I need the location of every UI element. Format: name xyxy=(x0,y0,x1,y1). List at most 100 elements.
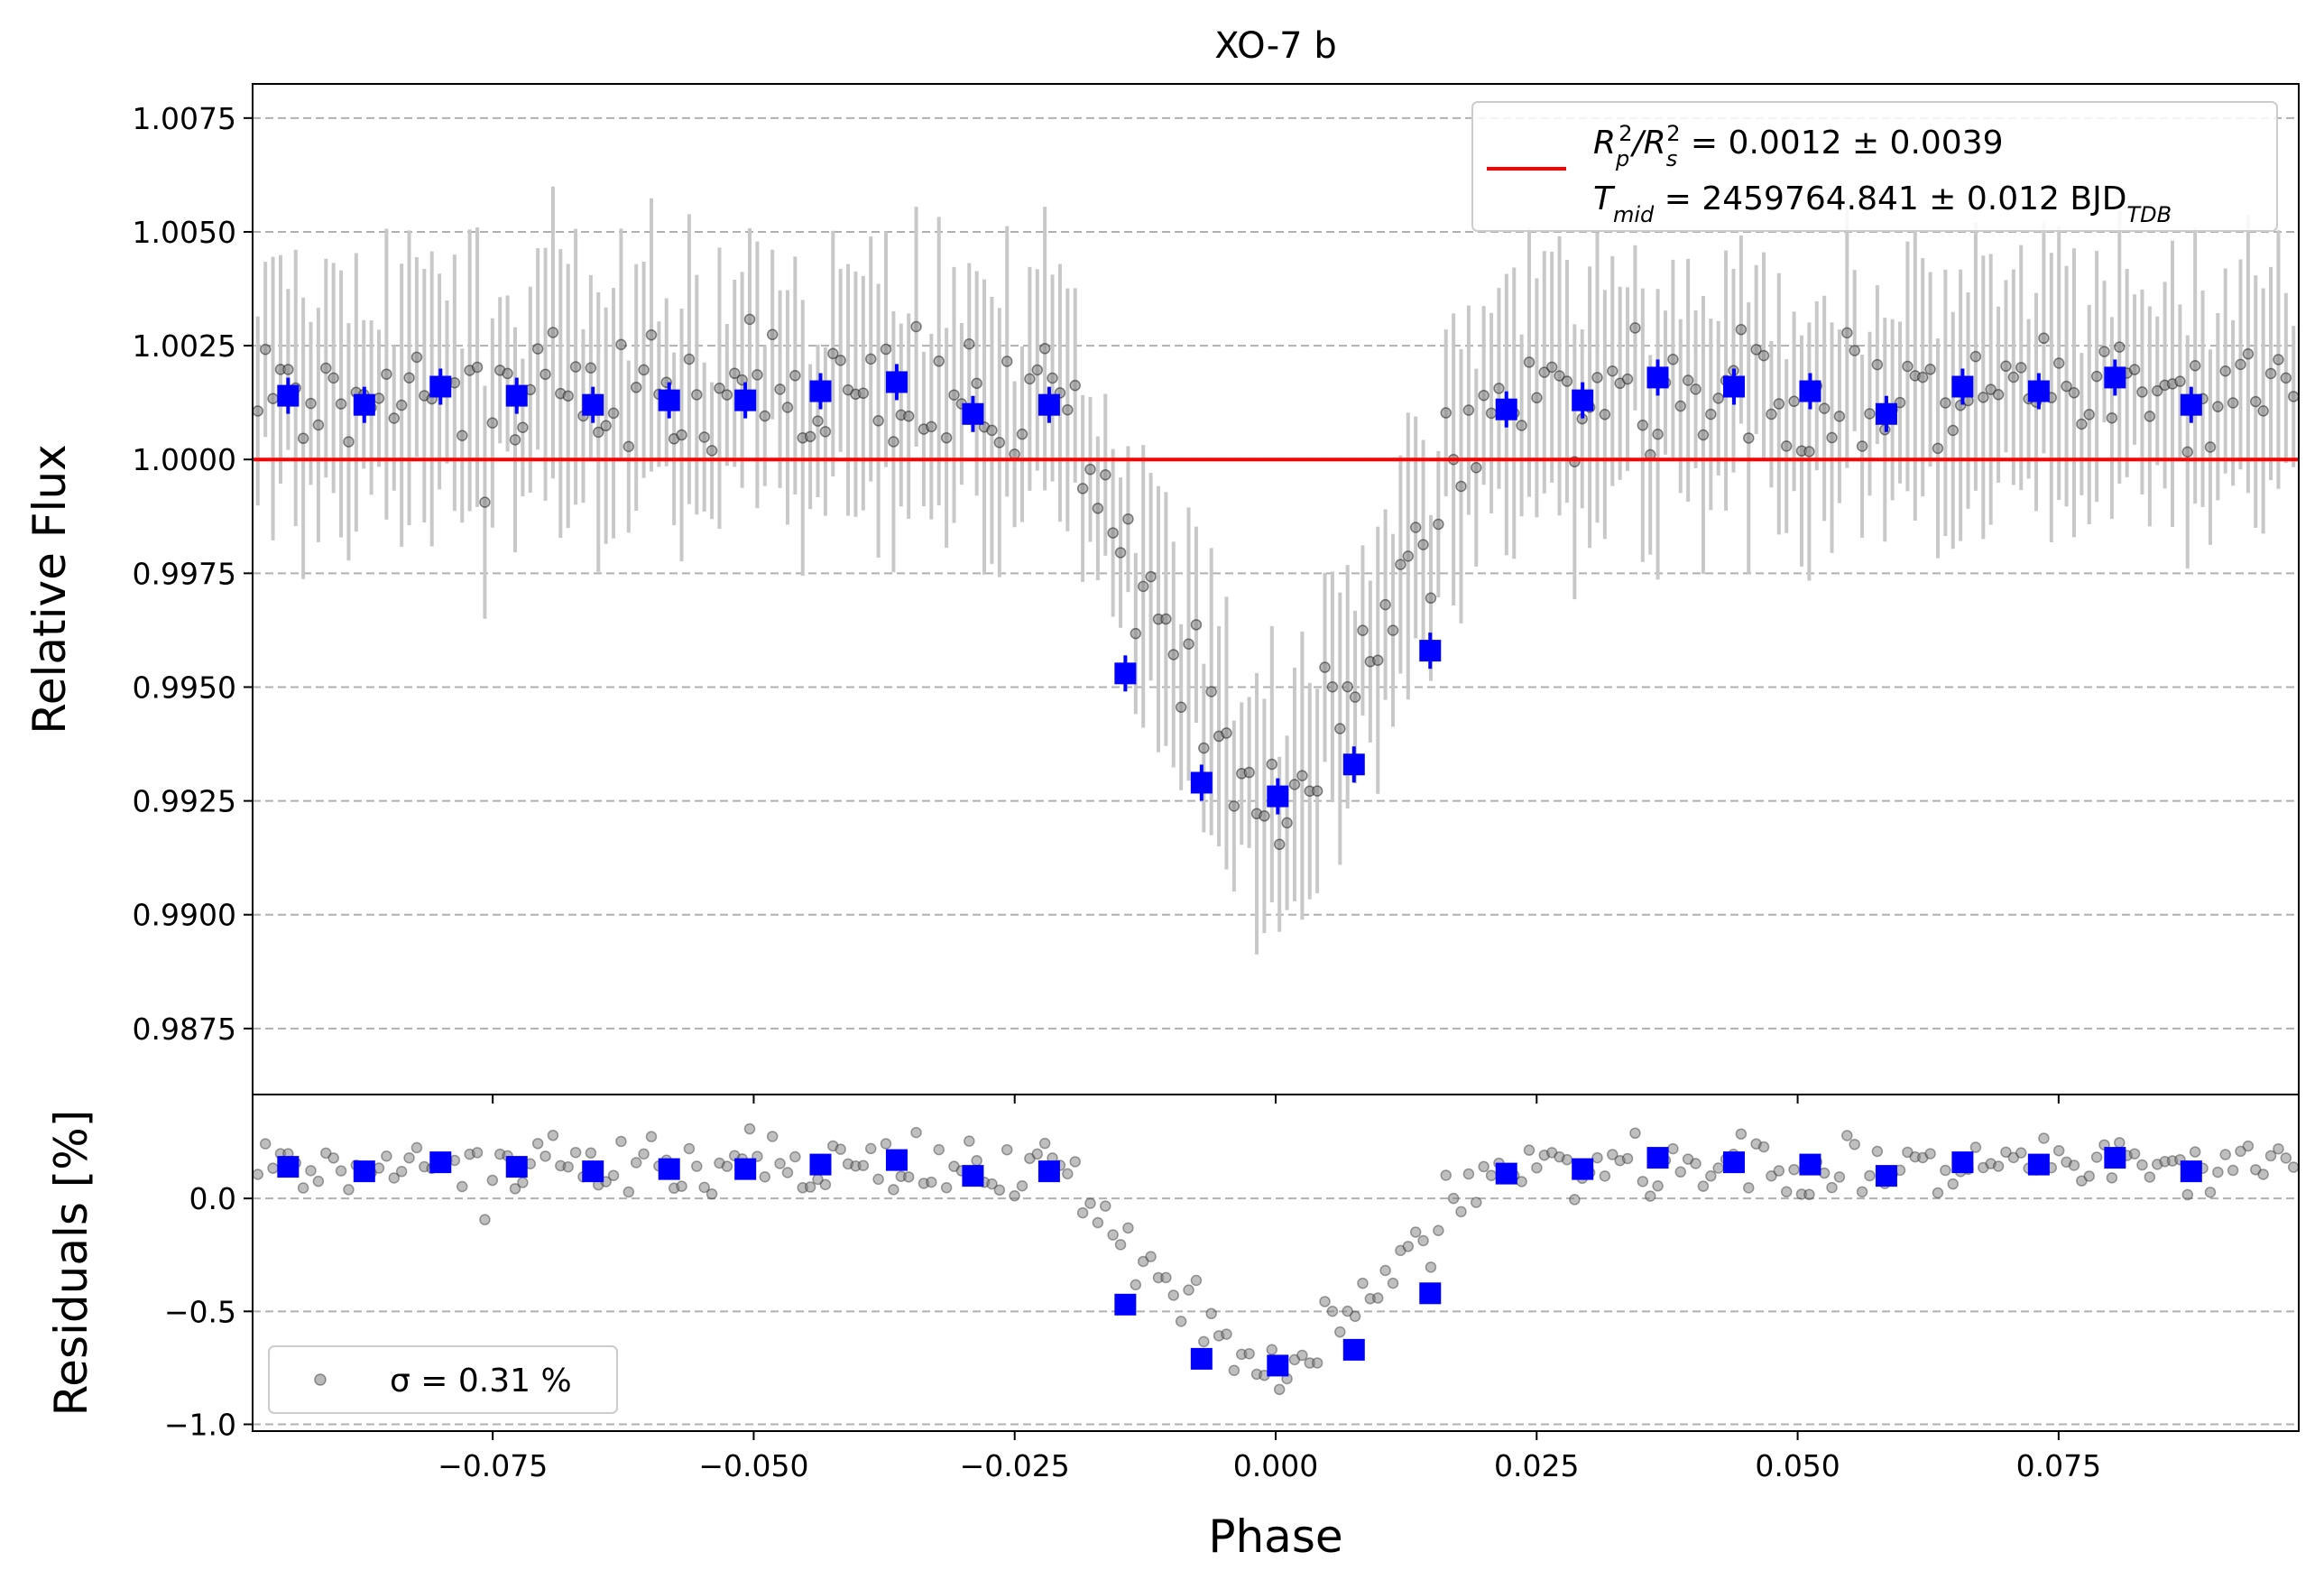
raw-point xyxy=(1826,431,1838,444)
residual-point xyxy=(1766,1170,1777,1182)
raw-point xyxy=(835,355,846,366)
raw-point xyxy=(1100,468,1111,481)
residual-point xyxy=(1637,1176,1649,1187)
residual-binned-point xyxy=(582,1160,604,1183)
residual-point xyxy=(1705,1170,1717,1182)
raw-point xyxy=(1167,649,1180,661)
residual-point xyxy=(2000,1146,2012,1159)
residual-point xyxy=(1016,1179,1028,1192)
raw-point xyxy=(752,369,763,381)
residuals-y-axis-label: Residuals [%] xyxy=(45,1110,97,1417)
residuals-legend-marker xyxy=(314,1373,327,1386)
raw-point xyxy=(1455,480,1467,493)
main-legend-box xyxy=(1471,101,2278,232)
main-y-tick-label: 0.9950 xyxy=(133,670,236,705)
raw-point xyxy=(940,431,953,444)
raw-point xyxy=(1652,428,1664,440)
residual-point xyxy=(312,1175,325,1187)
residual-binned-point xyxy=(1038,1160,1060,1183)
residuals-y-tick-label: −1.0 xyxy=(164,1407,236,1442)
raw-point xyxy=(1690,383,1702,395)
residual-point xyxy=(615,1135,627,1148)
raw-point xyxy=(1682,374,1694,386)
legend-t-sub: mid xyxy=(1613,202,1655,227)
raw-point xyxy=(1371,654,1384,666)
raw-point xyxy=(388,412,401,424)
raw-point xyxy=(964,338,975,350)
raw-point xyxy=(1122,513,1134,525)
raw-point xyxy=(1281,817,1293,829)
raw-point xyxy=(2083,409,2095,420)
residual-point xyxy=(1447,1192,1460,1205)
residual-point xyxy=(1932,1187,1944,1199)
raw-point xyxy=(593,426,604,439)
main-y-tick-label: 0.9925 xyxy=(133,784,236,819)
residual-point xyxy=(1371,1292,1384,1304)
raw-point xyxy=(1175,701,1187,713)
residual-binned-point xyxy=(2180,1160,2202,1183)
raw-point xyxy=(2038,332,2050,345)
raw-point xyxy=(1493,383,1505,394)
raw-point xyxy=(872,415,884,427)
raw-point xyxy=(1705,408,1717,420)
legend-t-value: = 2459764.841 ± 0.012 BJD xyxy=(1654,180,2126,217)
raw-point xyxy=(1992,389,2005,401)
raw-point xyxy=(1780,440,1793,452)
raw-point xyxy=(1387,624,1399,636)
residual-point xyxy=(456,1180,468,1193)
raw-point xyxy=(1712,393,1724,404)
raw-point xyxy=(1864,408,1876,420)
raw-point xyxy=(714,383,725,394)
residual-binned-point xyxy=(505,1156,528,1178)
main-legend: Rp2/Rs2 = 0.0012 ± 0.0039 Tmid = 2459764… xyxy=(1471,101,2278,232)
residual-point xyxy=(630,1157,642,1169)
raw-point xyxy=(343,436,355,448)
raw-point xyxy=(259,343,272,356)
raw-point xyxy=(517,421,529,433)
binned-point xyxy=(1646,366,1669,389)
residual-point xyxy=(585,1147,597,1159)
residual-point xyxy=(774,1158,786,1169)
residual-point xyxy=(880,1138,892,1150)
raw-point xyxy=(600,420,612,432)
residual-point xyxy=(1357,1277,1369,1289)
residual-point xyxy=(2257,1169,2269,1180)
raw-point xyxy=(297,432,309,445)
raw-point xyxy=(888,436,899,448)
raw-point xyxy=(1471,462,1482,474)
residual-point xyxy=(410,1141,423,1154)
residuals-x-tick-label: 0.075 xyxy=(2016,1448,2101,1483)
raw-point xyxy=(282,364,294,375)
raw-point xyxy=(1554,370,1565,382)
residual-point xyxy=(933,1143,945,1156)
main-y-tick-label: 1.0050 xyxy=(133,215,236,250)
legend-r-value: = 0.0012 ± 0.0039 xyxy=(1680,125,2003,162)
raw-point xyxy=(1357,624,1369,636)
residual-point xyxy=(1924,1148,1936,1159)
residual-point xyxy=(2219,1149,2231,1160)
raw-point xyxy=(1735,323,1748,336)
raw-point xyxy=(2007,371,2020,383)
residual-point xyxy=(819,1178,832,1191)
raw-point xyxy=(1024,373,1036,385)
binned-point xyxy=(2104,366,2126,389)
residual-point xyxy=(2287,1161,2300,1173)
residual-point xyxy=(1780,1186,1793,1198)
residual-point xyxy=(1561,1153,1573,1166)
main-raw-points xyxy=(252,313,2300,851)
raw-point xyxy=(1092,503,1104,514)
binned-point xyxy=(1722,375,1745,398)
raw-point xyxy=(1198,742,1210,754)
raw-point xyxy=(320,362,332,374)
raw-point xyxy=(2250,395,2262,408)
residual-point xyxy=(1629,1127,1641,1140)
residual-point xyxy=(1599,1170,1611,1182)
residual-point xyxy=(2090,1151,2103,1163)
residual-binned-point xyxy=(1646,1147,1669,1169)
raw-point xyxy=(1107,527,1119,539)
residual-point xyxy=(971,1155,982,1167)
residual-binned-point xyxy=(429,1151,452,1174)
residual-point xyxy=(486,1174,499,1187)
residual-point xyxy=(517,1177,529,1188)
